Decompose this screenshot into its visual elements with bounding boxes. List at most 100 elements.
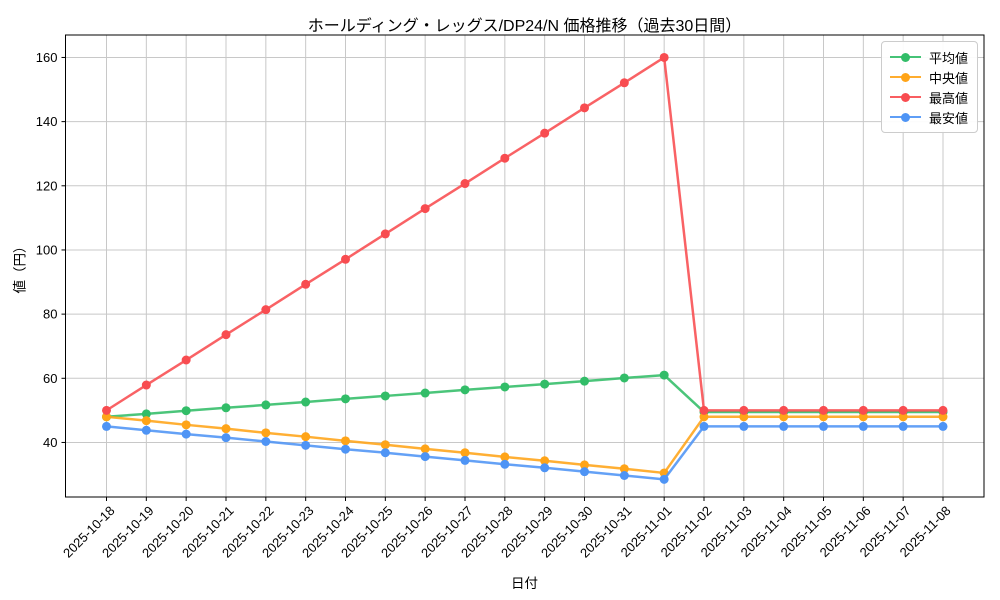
series-marker-max <box>580 103 589 113</box>
y-tick-label: 60 <box>43 371 57 386</box>
series-marker-average <box>341 394 350 404</box>
series-marker-max <box>181 355 191 365</box>
legend-label-median: 中央値 <box>928 70 968 86</box>
series-marker-max <box>500 153 510 163</box>
series-marker-average <box>619 373 629 383</box>
series-marker-max <box>460 179 470 189</box>
series-marker-max <box>898 405 908 415</box>
legend-label-average: 平均値 <box>928 50 968 66</box>
series-line-median <box>105 415 945 475</box>
axes-frame <box>65 34 985 498</box>
series-marker-max <box>699 405 709 415</box>
legend-item-max: 最高値 <box>889 87 968 107</box>
series-marker-median <box>380 440 390 450</box>
series-marker-median <box>500 452 510 462</box>
series-marker-median <box>181 420 191 430</box>
series-marker-max <box>301 279 311 289</box>
y-tick-label: 140 <box>36 114 58 129</box>
series-marker-min <box>858 421 868 431</box>
series-marker-max <box>380 229 390 239</box>
series-line-average <box>105 373 945 419</box>
series-marker-max <box>221 330 231 340</box>
series-marker-median <box>102 412 111 422</box>
y-tick-label: 100 <box>36 242 58 257</box>
series-marker-min <box>898 421 908 431</box>
series-marker-min <box>699 421 709 431</box>
series-marker-median <box>460 448 470 458</box>
series-marker-average <box>580 376 589 386</box>
legend-marker-max <box>889 92 921 102</box>
series-marker-max <box>540 128 550 138</box>
series-marker-average <box>659 370 669 380</box>
legend-label-min: 最安値 <box>928 110 968 126</box>
series-marker-median <box>261 428 271 438</box>
legend-label-max: 最高値 <box>928 90 968 106</box>
series-marker-median <box>580 460 589 470</box>
series-marker-min <box>938 421 948 431</box>
series-marker-median <box>141 416 151 426</box>
series-marker-median <box>938 412 948 422</box>
series-marker-min <box>341 444 350 454</box>
series-marker-average <box>540 379 550 389</box>
y-tick-label: 160 <box>36 50 58 65</box>
series-marker-min <box>301 440 311 450</box>
series-marker-max <box>102 405 111 415</box>
series-marker-median <box>898 412 908 422</box>
series-marker-max <box>739 405 749 415</box>
series-marker-median <box>540 456 550 466</box>
series-marker-max <box>938 405 948 415</box>
y-tick-label: 40 <box>43 435 57 450</box>
series-marker-min <box>460 455 470 465</box>
series-marker-min <box>500 459 510 469</box>
legend-marker-median <box>889 72 921 82</box>
series-marker-median <box>858 412 868 422</box>
series-marker-min <box>102 421 111 431</box>
legend-item-median: 中央値 <box>889 67 968 87</box>
y-tick-label: 120 <box>36 178 58 193</box>
series-marker-median <box>341 436 350 446</box>
series-marker-min <box>580 467 589 477</box>
legend-marker-average <box>889 52 921 62</box>
series-marker-median <box>779 412 789 422</box>
legend-marker-min <box>889 112 921 122</box>
y-axis-label: 値（円） <box>12 239 28 294</box>
series-marker-average <box>221 403 231 413</box>
series-marker-average <box>261 400 271 410</box>
series-marker-min <box>779 421 789 431</box>
legend-item-average: 平均値 <box>889 47 968 67</box>
series-marker-max <box>659 52 669 62</box>
series-marker-max <box>858 405 868 415</box>
series-marker-median <box>221 424 231 434</box>
y-tick-label: 80 <box>43 307 57 322</box>
series-marker-max <box>619 78 629 88</box>
series-marker-min <box>619 471 629 481</box>
series-marker-max <box>819 405 828 415</box>
series-marker-median <box>739 412 749 422</box>
series-marker-min <box>659 474 669 484</box>
series-marker-average <box>301 397 311 407</box>
series-line-max <box>105 56 945 412</box>
chart-title: ホールディング・レッグス/DP24/N 価格推移（過去30日間） <box>307 18 742 35</box>
series-marker-median <box>420 444 430 454</box>
series-marker-average <box>181 406 191 416</box>
series-marker-max <box>141 380 151 390</box>
series-marker-min <box>739 421 749 431</box>
series-marker-min <box>380 448 390 458</box>
series-marker-average <box>500 382 510 392</box>
series-marker-median <box>619 464 629 474</box>
series-marker-average <box>420 388 430 398</box>
series-marker-min <box>141 425 151 435</box>
series-marker-average <box>380 391 390 401</box>
series-marker-min <box>819 421 828 431</box>
series-marker-max <box>779 405 789 415</box>
series-marker-average <box>141 409 151 419</box>
series-marker-min <box>261 436 271 446</box>
series-marker-min <box>420 452 430 462</box>
legend: 平均値中央値最高値最安値 <box>880 41 978 133</box>
series-marker-min <box>221 433 231 443</box>
x-axis-label: 日付 <box>511 576 538 591</box>
legend-item-min: 最安値 <box>889 107 968 127</box>
series-marker-median <box>301 432 311 442</box>
series-marker-median <box>699 412 709 422</box>
